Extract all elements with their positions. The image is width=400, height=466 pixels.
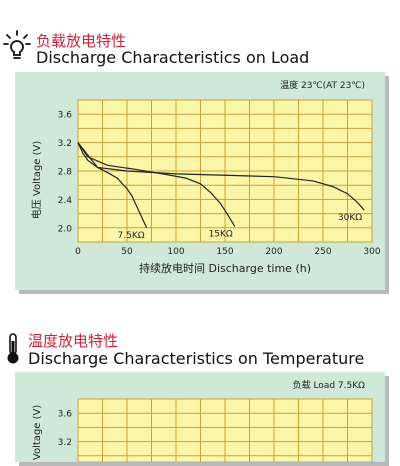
section-temp-title-cn: 温度放电特性 (28, 332, 119, 350)
section-load-title-cn: 负载放电特性 (36, 32, 127, 50)
section-temp-title-en: Discharge Characteristics on Temperature (28, 349, 365, 368)
y-tick-label: 2.4 (58, 196, 73, 206)
y-tick-label: 3.6 (58, 111, 73, 121)
y-tick-label: 2.0 (58, 224, 73, 234)
series-line-2 (77, 142, 365, 211)
load-discharge-chart: 温度 23℃(AT 23℃) 2.0 2.4 2.8 3.2 3.6 电压 Voltage … (30, 79, 381, 275)
x-tick-label: 300 (363, 247, 380, 257)
y-tick-label: 3.6 (58, 410, 73, 420)
y-tick-label: 2.8 (58, 168, 73, 178)
series-label: 30KΩ (338, 213, 362, 223)
y-tick-label: 3.2 (58, 139, 72, 149)
temp-chart-panel: 负载 Load 7.5KΩ 3.2 3.6 电压 Voltage (V) (15, 372, 385, 466)
condition-label: 温度 23℃(AT 23℃) (280, 79, 365, 91)
x-tick-label: 50 (121, 247, 133, 257)
x-tick-label: 150 (216, 247, 233, 257)
condition-label: 负载 Load 7.5KΩ (293, 379, 366, 391)
x-tick-label: 250 (314, 247, 331, 257)
series-label: 7.5KΩ (118, 231, 145, 241)
x-axis-label: 持续放电时间 Discharge time (h) (139, 261, 311, 275)
y-tick-label: 3.2 (58, 438, 72, 448)
y-axis-label: 电压 Voltage (V) (30, 405, 43, 462)
lightbulb-icon (3, 30, 31, 59)
section-temp-header: 温度放电特性 Discharge Characteristics on Temp… (0, 325, 400, 370)
thermometer-icon (7, 333, 19, 364)
temperature-discharge-chart: 负载 Load 7.5KΩ 3.2 3.6 电压 Voltage (V) (30, 379, 373, 466)
series-line-1 (77, 142, 236, 227)
x-tick-label: 0 (75, 247, 81, 257)
section-load-header: 负载放电特性 Discharge Characteristics on Load (0, 0, 400, 70)
y-axis-label: 电压 Voltage (V) (30, 141, 43, 220)
series-line-0 (77, 142, 148, 229)
series-label: 15KΩ (209, 229, 233, 239)
x-tick-label: 200 (265, 247, 282, 257)
x-tick-label: 100 (167, 247, 184, 257)
section-load-title-en: Discharge Characteristics on Load (36, 48, 310, 67)
load-chart-panel: 温度 23℃(AT 23℃) 2.0 2.4 2.8 3.2 3.6 电压 Voltage … (15, 72, 385, 290)
